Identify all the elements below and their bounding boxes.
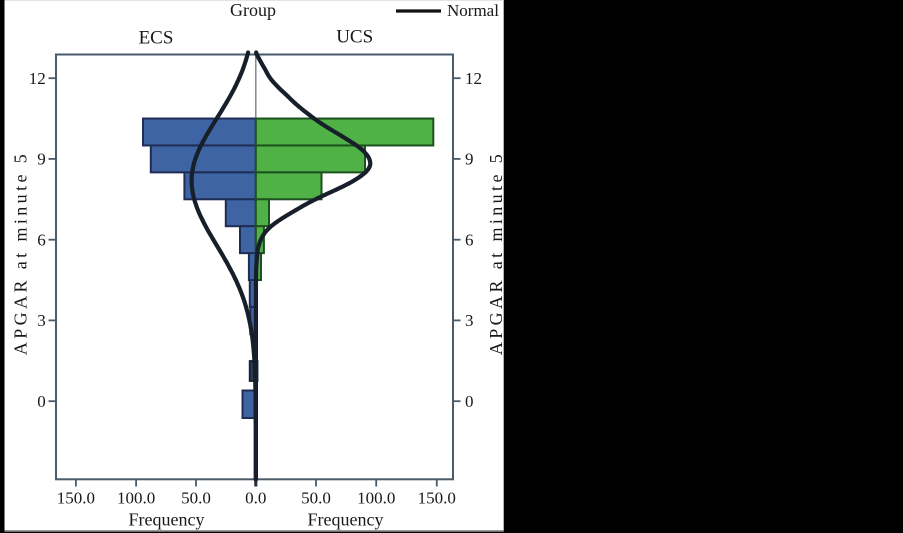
svg-text:Frequency: Frequency xyxy=(308,510,384,530)
svg-text:APGAR at minute 5: APGAR at minute 5 xyxy=(486,151,506,355)
svg-text:100.0: 100.0 xyxy=(357,488,395,507)
svg-text:150.0: 150.0 xyxy=(418,488,456,507)
svg-text:APGAR at minute 5: APGAR at minute 5 xyxy=(11,151,31,355)
svg-text:Normal: Normal xyxy=(447,1,499,20)
svg-text:0: 0 xyxy=(37,392,46,411)
svg-text:Group: Group xyxy=(230,0,276,20)
svg-text:12: 12 xyxy=(465,69,482,88)
svg-text:6: 6 xyxy=(37,231,46,250)
svg-text:9: 9 xyxy=(465,150,474,169)
svg-text:3: 3 xyxy=(465,311,474,330)
svg-text:0: 0 xyxy=(465,392,474,411)
svg-text:50.0: 50.0 xyxy=(181,488,211,507)
svg-text:50.0: 50.0 xyxy=(301,488,331,507)
svg-text:6: 6 xyxy=(465,231,474,250)
svg-text:3: 3 xyxy=(37,311,46,330)
svg-text:100.0: 100.0 xyxy=(117,488,155,507)
svg-text:9: 9 xyxy=(37,150,46,169)
svg-text:UCS: UCS xyxy=(336,27,373,48)
svg-text:Frequency: Frequency xyxy=(129,510,205,530)
svg-text:150.0: 150.0 xyxy=(57,488,95,507)
svg-text:0.0: 0.0 xyxy=(245,488,266,507)
svg-text:12: 12 xyxy=(29,69,46,88)
svg-text:ECS: ECS xyxy=(139,28,174,49)
